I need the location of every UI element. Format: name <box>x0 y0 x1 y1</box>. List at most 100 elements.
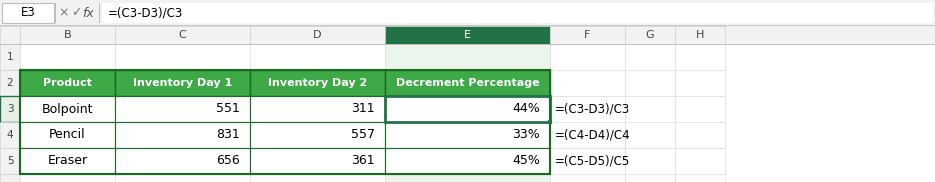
Bar <box>250 96 385 122</box>
Text: 557: 557 <box>351 128 375 141</box>
Bar <box>115 122 250 148</box>
Bar <box>20 96 115 122</box>
Bar <box>625 174 675 182</box>
Bar <box>115 122 250 148</box>
Bar <box>20 26 115 44</box>
Text: F: F <box>584 30 591 40</box>
Bar <box>20 122 115 148</box>
Bar <box>675 122 725 148</box>
Text: Inventory Day 1: Inventory Day 1 <box>133 78 232 88</box>
Text: Product: Product <box>43 78 92 88</box>
Bar <box>548 120 552 124</box>
Bar <box>115 148 250 174</box>
Bar <box>115 70 250 96</box>
Text: 656: 656 <box>216 155 240 167</box>
Bar <box>55 3 56 23</box>
Bar <box>250 148 385 174</box>
Text: 44%: 44% <box>512 102 540 116</box>
Bar <box>625 26 675 44</box>
Text: Eraser: Eraser <box>48 155 88 167</box>
Bar <box>0 148 20 174</box>
Text: B: B <box>64 30 71 40</box>
Bar <box>550 44 625 70</box>
Text: 33%: 33% <box>512 128 540 141</box>
Bar <box>99 3 100 23</box>
Bar <box>20 148 115 174</box>
Bar <box>675 148 725 174</box>
Bar <box>0 44 20 70</box>
Bar <box>385 122 550 148</box>
Bar <box>115 44 250 70</box>
Bar <box>102 3 933 23</box>
Bar <box>385 44 550 70</box>
Bar <box>550 70 625 96</box>
Bar <box>385 26 550 44</box>
Bar <box>385 96 550 122</box>
Bar <box>385 148 550 174</box>
Bar <box>115 96 250 122</box>
Bar <box>0 26 20 44</box>
Bar <box>115 26 250 44</box>
Bar <box>675 174 725 182</box>
Bar <box>625 70 675 96</box>
Bar <box>550 148 625 174</box>
Bar <box>0 25 935 26</box>
Bar <box>625 44 675 70</box>
Text: E: E <box>464 30 471 40</box>
Bar <box>675 70 725 96</box>
Bar <box>115 148 250 174</box>
Bar <box>0 174 20 182</box>
Bar <box>20 174 115 182</box>
Text: C: C <box>179 30 186 40</box>
Bar <box>385 174 550 182</box>
Text: =(C4-D4)/C4: =(C4-D4)/C4 <box>555 128 630 141</box>
Bar <box>0 96 20 122</box>
Bar <box>625 122 675 148</box>
Text: 45%: 45% <box>512 155 540 167</box>
Bar <box>0 122 20 148</box>
Bar <box>20 70 550 174</box>
Text: Pencil: Pencil <box>50 128 86 141</box>
Bar <box>250 122 385 148</box>
Text: H: H <box>696 30 704 40</box>
Text: fx: fx <box>82 7 94 20</box>
Bar <box>115 174 250 182</box>
Text: =(C3-D3)/C3: =(C3-D3)/C3 <box>108 7 183 19</box>
Bar <box>250 122 385 148</box>
Bar <box>675 26 725 44</box>
Bar <box>20 44 115 70</box>
Bar <box>115 70 250 96</box>
Text: E3: E3 <box>21 7 36 19</box>
Bar <box>115 96 250 122</box>
Bar <box>250 96 385 122</box>
Bar <box>550 174 625 182</box>
Text: G: G <box>646 30 654 40</box>
Text: Inventory Day 2: Inventory Day 2 <box>267 78 367 88</box>
Bar <box>675 44 725 70</box>
Text: 311: 311 <box>352 102 375 116</box>
Bar <box>385 96 550 122</box>
Text: 2: 2 <box>7 78 13 88</box>
Bar <box>250 44 385 70</box>
Bar <box>20 96 115 122</box>
Text: 3: 3 <box>7 104 13 114</box>
Text: 361: 361 <box>352 155 375 167</box>
Bar <box>20 122 115 148</box>
Bar <box>0 0 935 26</box>
Text: 551: 551 <box>216 102 240 116</box>
Bar <box>385 122 550 148</box>
Bar <box>0 70 20 96</box>
Bar <box>0 43 935 45</box>
Text: ×: × <box>59 7 69 19</box>
Text: 4: 4 <box>7 130 13 140</box>
Bar <box>385 148 550 174</box>
Bar <box>550 96 625 122</box>
Bar <box>550 122 625 148</box>
Text: Bolpoint: Bolpoint <box>42 102 94 116</box>
Text: ✓: ✓ <box>71 7 81 19</box>
Bar <box>0 26 935 44</box>
Bar <box>2 3 54 23</box>
Bar <box>625 96 675 122</box>
Bar <box>20 148 115 174</box>
Text: 831: 831 <box>216 128 240 141</box>
